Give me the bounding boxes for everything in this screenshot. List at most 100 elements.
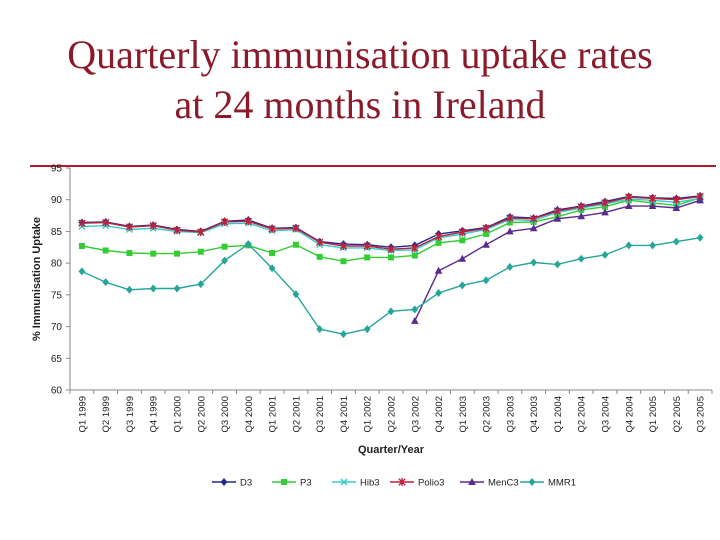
data-point-menc3: [434, 266, 443, 274]
data-point-polio3: [125, 222, 134, 231]
data-point-polio3: [268, 224, 276, 233]
data-point-menc3: [696, 196, 704, 204]
data-point-p3: [102, 247, 109, 254]
x-tick-label: Q2 2002: [387, 396, 398, 432]
data-point-p3: [411, 252, 418, 259]
x-tick-label: Q4 2001: [339, 396, 350, 432]
data-point-mmr1: [554, 260, 561, 269]
data-point-mmr1: [244, 240, 252, 249]
data-point-mmr1: [696, 233, 704, 242]
data-point-polio3: [173, 226, 181, 235]
x-tick-label: Q3 2001: [315, 396, 326, 432]
legend-item-menc3: MenC3: [460, 478, 519, 489]
data-point-p3: [459, 237, 466, 244]
x-tick-label: Q2 1999: [101, 396, 112, 432]
data-point-mmr1: [173, 284, 181, 293]
x-tick-label: Q1 2002: [363, 396, 374, 432]
data-point-polio3: [101, 218, 110, 227]
y-tick-label: 85: [51, 227, 63, 238]
data-point-mmr1: [340, 330, 347, 339]
x-tick-label: Q4 2000: [244, 396, 255, 432]
data-point-mmr1: [221, 256, 228, 265]
x-tick-label: Q1 2005: [648, 396, 659, 432]
legend-label: D3: [240, 478, 252, 489]
legend-item-hib3: Hib3: [332, 478, 380, 489]
x-axis-title: Quarter/Year: [358, 444, 425, 456]
data-point-p3: [197, 248, 204, 255]
data-point-mmr1: [482, 276, 490, 285]
data-point-p3: [221, 243, 228, 250]
data-point-polio3: [601, 198, 609, 207]
slide-title-line-1: Quarterly immunisation uptake rates: [67, 32, 653, 77]
data-point-p3: [78, 243, 85, 250]
x-tick-label: Q3 2003: [505, 396, 516, 432]
data-point-polio3: [339, 242, 348, 251]
y-tick-label: 70: [51, 322, 63, 333]
x-tick-label: Q2 2004: [577, 396, 588, 432]
series-mmr1: [78, 233, 704, 339]
legend-swatch-marker: [281, 479, 287, 485]
data-point-menc3: [506, 227, 514, 235]
data-point-menc3: [410, 316, 419, 324]
x-tick-label: Q2 2005: [672, 396, 683, 432]
data-point-polio3: [315, 238, 324, 247]
y-tick-label: 60: [51, 386, 63, 397]
legend-label: Hib3: [360, 478, 380, 489]
data-point-mmr1: [506, 262, 514, 271]
y-axis-title: % Immunisation Uptake: [31, 217, 43, 341]
data-point-polio3: [197, 228, 205, 237]
legend-swatch-marker: [340, 478, 348, 486]
data-point-polio3: [529, 214, 538, 223]
legend-label: P3: [300, 478, 312, 489]
data-point-polio3: [292, 224, 300, 233]
data-point-menc3: [648, 202, 657, 210]
data-point-polio3: [506, 214, 514, 223]
data-point-p3: [483, 230, 490, 237]
data-point-mmr1: [292, 290, 300, 299]
data-point-mmr1: [649, 241, 656, 250]
data-point-polio3: [244, 217, 253, 226]
data-point-mmr1: [102, 278, 110, 287]
x-tick-label: Q3 2005: [696, 396, 707, 432]
legend-swatch-marker: [468, 478, 476, 485]
series-menc3: [410, 196, 704, 324]
slide-title: Quarterly immunisation uptake rates at 2…: [0, 30, 720, 130]
legend-item-polio3: Polio3: [390, 478, 444, 489]
data-point-mmr1: [458, 281, 466, 290]
data-point-mmr1: [530, 258, 538, 267]
data-point-mmr1: [625, 241, 633, 250]
slide-title-line-2: at 24 months in Ireland: [174, 82, 546, 127]
x-tick-label: Q2 2000: [196, 396, 207, 432]
data-point-polio3: [387, 245, 395, 254]
data-point-mmr1: [126, 285, 133, 294]
data-point-mmr1: [411, 305, 419, 314]
legend-swatch-marker: [528, 478, 536, 486]
data-point-p3: [150, 250, 157, 257]
x-tick-label: Q1 2003: [458, 396, 469, 432]
x-tick-label: Q1 2001: [268, 396, 279, 432]
x-tick-label: Q3 1999: [125, 396, 136, 432]
data-point-p3: [316, 253, 323, 260]
data-point-polio3: [220, 217, 229, 226]
legend-label: Polio3: [418, 478, 444, 489]
data-point-polio3: [363, 242, 371, 251]
y-tick-label: 65: [51, 354, 63, 365]
data-point-mmr1: [363, 325, 371, 334]
y-tick-label: 80: [51, 259, 63, 270]
data-point-p3: [340, 258, 347, 265]
y-tick-label: 75: [51, 290, 63, 301]
series-polio3: [78, 192, 704, 254]
x-tick-label: Q3 2002: [410, 396, 421, 432]
x-tick-label: Q1 1999: [77, 396, 88, 432]
data-point-polio3: [625, 193, 633, 202]
data-point-menc3: [672, 203, 681, 211]
data-point-polio3: [78, 219, 86, 228]
data-point-p3: [292, 241, 299, 248]
x-tick-label: Q4 2003: [529, 396, 540, 432]
data-point-menc3: [577, 212, 586, 220]
data-point-polio3: [149, 221, 157, 230]
data-point-p3: [269, 249, 276, 256]
data-point-mmr1: [149, 284, 157, 293]
x-tick-label: Q1 2000: [173, 396, 184, 432]
data-point-polio3: [648, 194, 657, 203]
